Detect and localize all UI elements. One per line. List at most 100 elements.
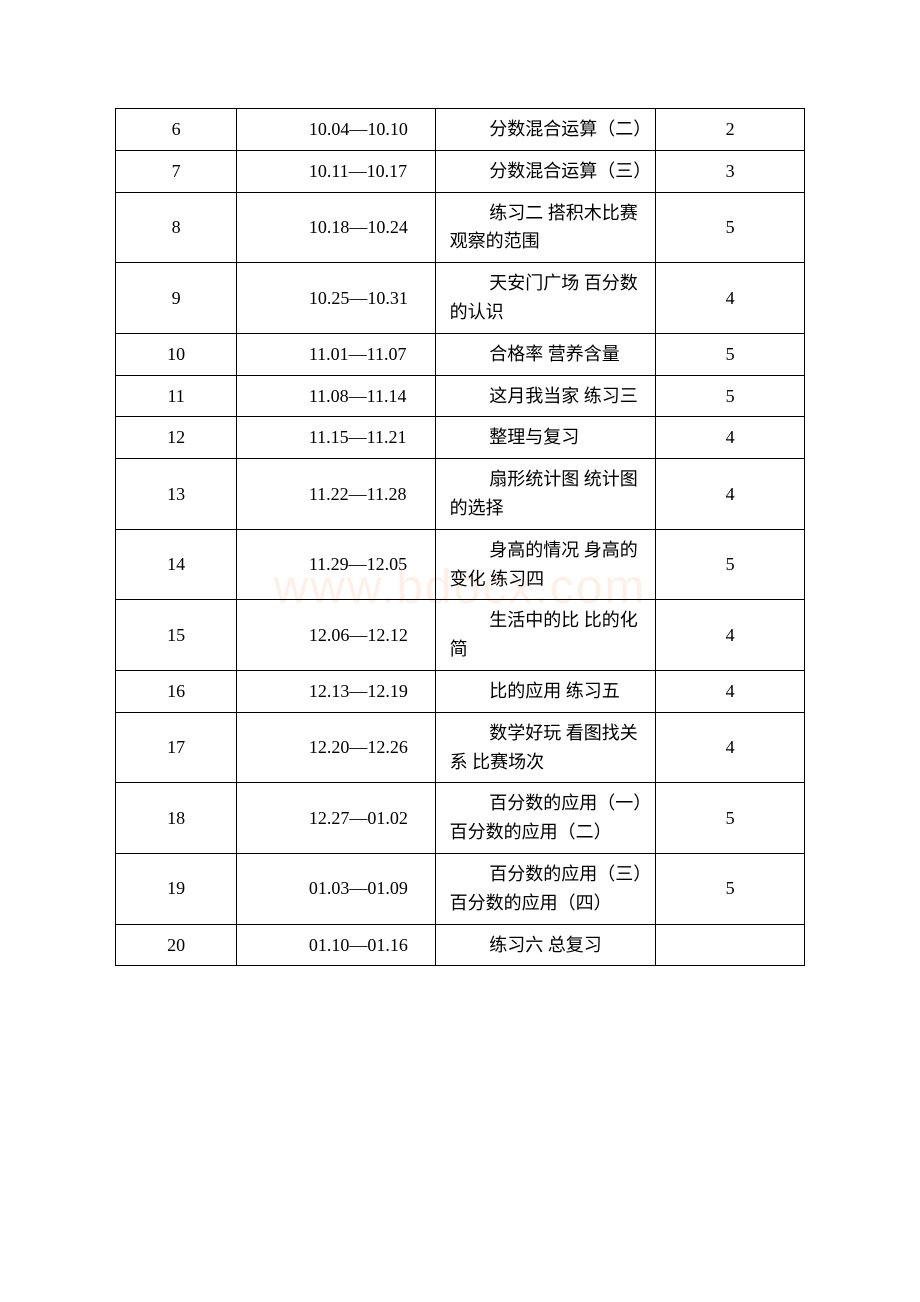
content-text: 身高的情况 身高的变化 练习四 [450,536,647,594]
content-text: 数学好玩 看图找关系 比赛场次 [450,719,647,777]
content-cell: 扇形统计图 统计图的选择 [435,459,655,530]
content-cell: 百分数的应用（三）百分数的应用（四） [435,853,655,924]
date-range-text: 11.22—11.28 [251,480,426,509]
date-range-cell: 12.13—12.19 [237,670,435,712]
content-cell: 这月我当家 练习三 [435,375,655,417]
count-cell: 5 [656,375,805,417]
count-cell: 4 [656,670,805,712]
content-text: 比的应用 练习五 [450,677,647,706]
date-range-text: 11.15—11.21 [251,423,426,452]
date-range-cell: 01.03—01.09 [237,853,435,924]
table-row: 13 11.22—11.28 扇形统计图 统计图的选择4 [116,459,805,530]
schedule-table: 610.04—10.10 分数混合运算（二） 2 7 10.11—10.17 分数混合运算… [115,108,805,966]
date-range-cell: 12.27—01.02 [237,783,435,854]
date-range-cell: 12.20—12.26 [237,712,435,783]
date-range-text: 10.11—10.17 [251,157,426,186]
date-range-text: 11.29—12.05 [251,550,426,579]
table-row: 10 11.01—11.07 合格率 营养含量 5 [116,333,805,375]
table-row: 810.18—10.24 练习二 搭积木比赛 观察的范围5 [116,192,805,263]
content-text: 生活中的比 比的化简 [450,606,647,664]
content-cell: 分数混合运算（二） [435,109,655,151]
content-cell: 分数混合运算（三） [435,150,655,192]
content-text: 练习六 总复习 [450,931,647,960]
date-range-cell: 11.15—11.21 [237,417,435,459]
table-row: 15 12.06—12.12 生活中的比 比的化简4 [116,600,805,671]
content-cell: 练习二 搭积木比赛 观察的范围 [435,192,655,263]
table-row: 20 01.10—01.16 练习六 总复习 [116,924,805,966]
content-text: 合格率 营养含量 [450,340,647,369]
content-text: 分数混合运算（二） [450,115,647,144]
content-cell: 数学好玩 看图找关系 比赛场次 [435,712,655,783]
date-range-text: 11.01—11.07 [251,340,426,369]
date-range-cell: 11.29—12.05 [237,529,435,600]
date-range-cell: 10.25—10.31 [237,263,435,334]
date-range-text: 01.10—01.16 [251,931,426,960]
content-text: 百分数的应用（一）百分数的应用（二） [450,789,647,847]
week-index-cell: 11 [116,375,237,417]
week-index-cell: 20 [116,924,237,966]
count-cell: 4 [656,263,805,334]
week-index-cell: 17 [116,712,237,783]
content-cell: 合格率 营养含量 [435,333,655,375]
week-index-cell: 7 [116,150,237,192]
date-range-cell: 11.08—11.14 [237,375,435,417]
count-cell: 5 [656,333,805,375]
date-range-cell: 10.04—10.10 [237,109,435,151]
content-text: 整理与复习 [450,423,647,452]
week-index-cell: 18 [116,783,237,854]
date-range-text: 12.06—12.12 [251,621,426,650]
table-row: 16 12.13—12.19 比的应用 练习五 4 [116,670,805,712]
week-index-cell: 9 [116,263,237,334]
date-range-cell: 11.22—11.28 [237,459,435,530]
content-text: 天安门广场 百分数的认识 [450,269,647,327]
date-range-cell: 01.10—01.16 [237,924,435,966]
week-index-cell: 19 [116,853,237,924]
week-index-cell: 10 [116,333,237,375]
content-text: 这月我当家 练习三 [450,382,647,411]
week-index-cell: 13 [116,459,237,530]
table-row: 1211.15—11.21整理与复习4 [116,417,805,459]
week-index-cell: 6 [116,109,237,151]
date-range-cell: 11.01—11.07 [237,333,435,375]
content-text: 扇形统计图 统计图的选择 [450,465,647,523]
table-row: 1901.03—01.09百分数的应用（三）百分数的应用（四）5 [116,853,805,924]
date-range-cell: 10.18—10.24 [237,192,435,263]
content-cell: 身高的情况 身高的变化 练习四 [435,529,655,600]
table-row: 7 10.11—10.17 分数混合运算（三） 3 [116,150,805,192]
count-cell [656,924,805,966]
date-range-cell: 12.06—12.12 [237,600,435,671]
date-range-cell: 10.11—10.17 [237,150,435,192]
date-range-text: 12.13—12.19 [251,677,426,706]
schedule-table-wrapper: 610.04—10.10 分数混合运算（二） 2 7 10.11—10.17 分数混合运算… [115,108,805,966]
week-index-cell: 16 [116,670,237,712]
table-row: 18 12.27—01.02 百分数的应用（一）百分数的应用（二）5 [116,783,805,854]
week-index-cell: 14 [116,529,237,600]
table-row: 11 11.08—11.14 这月我当家 练习三 5 [116,375,805,417]
content-text: 百分数的应用（三）百分数的应用（四） [450,860,647,918]
count-cell: 4 [656,600,805,671]
content-cell: 百分数的应用（一）百分数的应用（二） [435,783,655,854]
count-cell: 4 [656,459,805,530]
table-row: 14 11.29—12.05 身高的情况 身高的变化 练习四5 [116,529,805,600]
content-cell: 天安门广场 百分数的认识 [435,263,655,334]
table-row: 910.25—10.31 天安门广场 百分数的认识4 [116,263,805,334]
count-cell: 5 [656,783,805,854]
count-cell: 2 [656,109,805,151]
count-cell: 5 [656,529,805,600]
date-range-text: 01.03—01.09 [251,874,426,903]
count-cell: 5 [656,192,805,263]
content-cell: 整理与复习 [435,417,655,459]
content-cell: 练习六 总复习 [435,924,655,966]
count-cell: 3 [656,150,805,192]
count-cell: 4 [656,712,805,783]
content-cell: 比的应用 练习五 [435,670,655,712]
week-index-cell: 8 [116,192,237,263]
date-range-text: 11.08—11.14 [251,382,426,411]
table-row: 17 12.20—12.26 数学好玩 看图找关系 比赛场次4 [116,712,805,783]
content-text: 分数混合运算（三） [450,157,647,186]
count-cell: 4 [656,417,805,459]
date-range-text: 12.20—12.26 [251,733,426,762]
week-index-cell: 15 [116,600,237,671]
content-text: 练习二 搭积木比赛 观察的范围 [450,199,647,257]
date-range-text: 12.27—01.02 [251,804,426,833]
